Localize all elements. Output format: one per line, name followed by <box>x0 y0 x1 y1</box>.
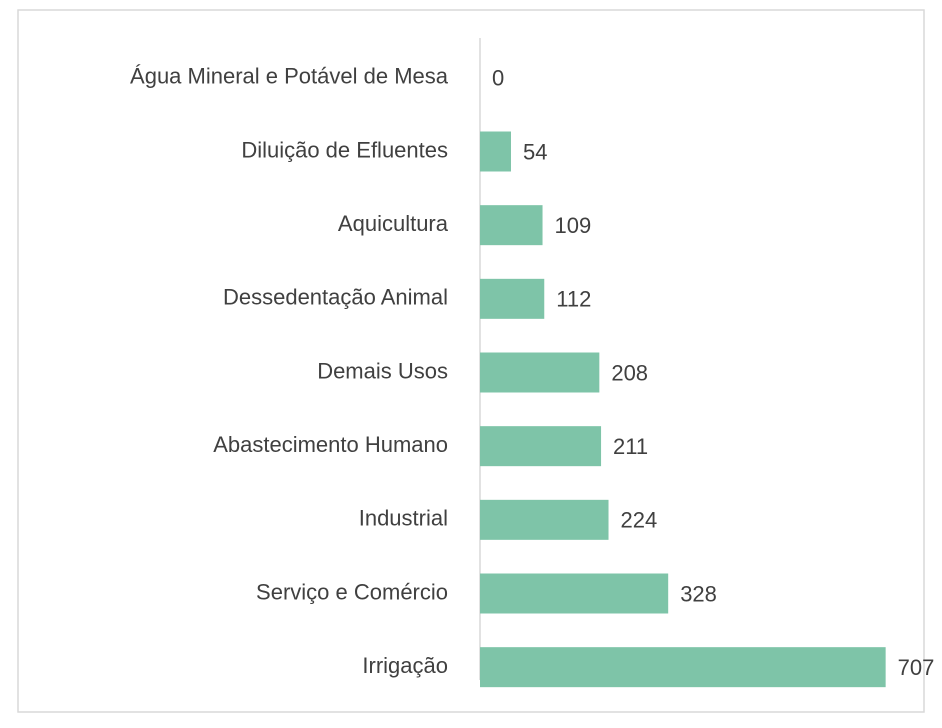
category-label: Abastecimento Humano <box>213 432 448 457</box>
category-label: Aquicultura <box>338 211 449 236</box>
value-label: 109 <box>555 213 592 238</box>
chart-frame <box>17 9 925 713</box>
value-label: 211 <box>613 434 648 459</box>
bar <box>480 205 543 246</box>
value-label: 112 <box>556 287 591 312</box>
category-label: Diluição de Efluentes <box>241 137 448 162</box>
bar <box>480 278 545 319</box>
value-label: 707 <box>898 655 935 680</box>
bar <box>480 426 602 467</box>
category-label: Industrial <box>359 506 448 531</box>
category-label: Água Mineral e Potável de Mesa <box>130 64 449 89</box>
bar <box>480 131 511 172</box>
category-label: Serviço e Comércio <box>256 579 448 604</box>
value-label: 208 <box>611 360 648 385</box>
value-label: 0 <box>492 66 504 91</box>
bar <box>480 647 886 688</box>
bar <box>480 573 669 614</box>
category-label: Dessedentação Animal <box>223 285 448 310</box>
category-label: Irrigação <box>362 653 448 678</box>
value-label: 224 <box>621 508 658 533</box>
bar <box>480 352 600 393</box>
bar <box>480 499 609 540</box>
value-label: 54 <box>523 139 547 164</box>
value-label: 328 <box>680 581 717 606</box>
category-label: Demais Usos <box>317 358 448 383</box>
